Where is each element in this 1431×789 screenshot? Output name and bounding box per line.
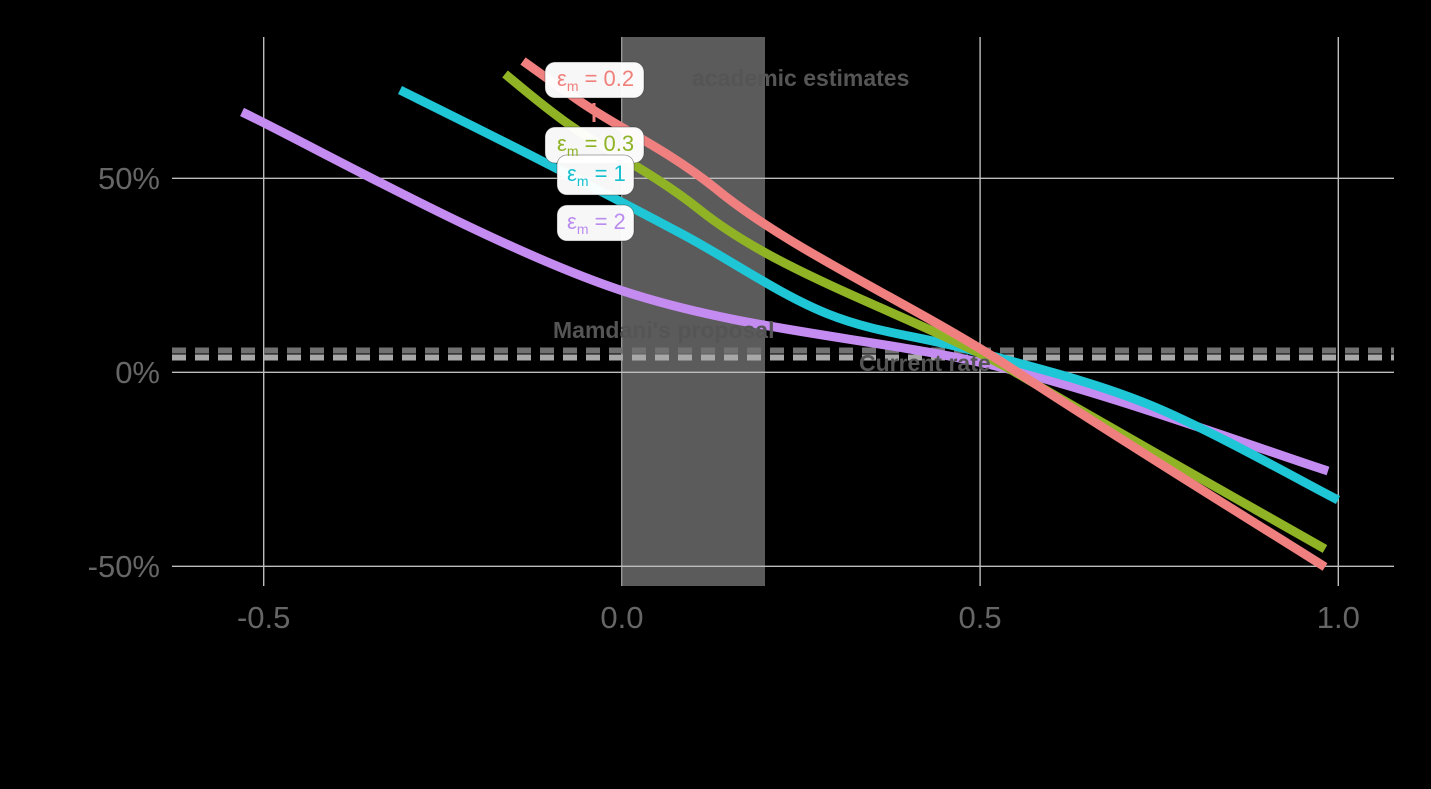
- svg-text:-50%: -50%: [88, 549, 160, 584]
- svg-text:0.5: 0.5: [959, 600, 1002, 635]
- svg-text:Mamdani's proposal: Mamdani's proposal: [553, 317, 774, 343]
- svg-text:-0.5: -0.5: [237, 600, 290, 635]
- svg-text:1.0: 1.0: [1317, 600, 1360, 635]
- svg-text:academic estimates: academic estimates: [692, 65, 909, 91]
- svg-text:0%: 0%: [115, 355, 160, 390]
- svg-text:50%: 50%: [98, 161, 160, 196]
- svg-text:εm = 2: εm = 2: [567, 209, 626, 237]
- svg-text:Current rate: Current rate: [859, 350, 991, 376]
- svg-text:εm = 1: εm = 1: [567, 161, 626, 189]
- svg-text:0.0: 0.0: [600, 600, 643, 635]
